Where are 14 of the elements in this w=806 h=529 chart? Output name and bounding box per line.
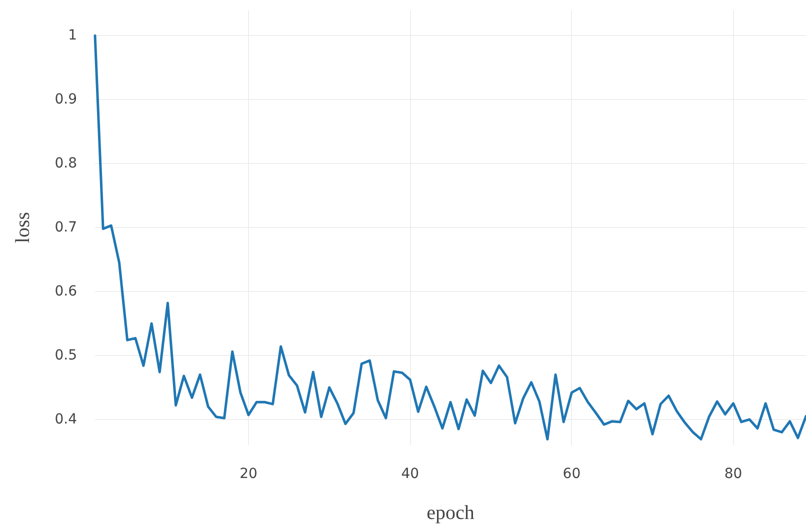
x-tick-label: 60 xyxy=(562,466,581,482)
y-tick-label: 0.4 xyxy=(54,411,78,428)
y-tick-label: 0.5 xyxy=(54,347,77,364)
x-tick-label: 80 xyxy=(724,466,742,482)
y-axis-title: loss xyxy=(12,212,34,244)
x-tick-label: 40 xyxy=(401,466,420,482)
y-tick-label: 0.8 xyxy=(54,156,77,172)
line-series xyxy=(94,34,806,440)
y-tick-label: 1 xyxy=(68,28,77,44)
y-tick-label: 0.9 xyxy=(54,92,77,108)
x-tick-label: 20 xyxy=(240,466,258,482)
y-tick-label: 0.6 xyxy=(54,283,78,300)
x-axis-title: epoch xyxy=(426,502,474,524)
y-tick-label: 0.7 xyxy=(54,220,77,236)
